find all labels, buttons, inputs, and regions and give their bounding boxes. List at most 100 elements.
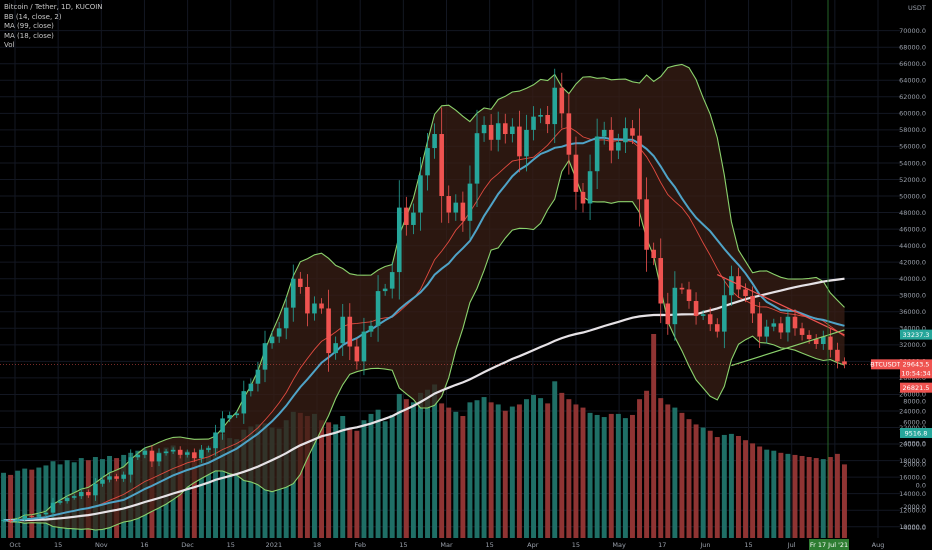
currency-label: USDT — [908, 4, 926, 12]
candle-body — [651, 249, 656, 259]
candle-body — [757, 313, 762, 337]
volume-bar — [432, 384, 438, 538]
date-badge: Fr 17 Jul '21 — [809, 539, 849, 550]
candle-body — [361, 331, 367, 362]
time-tick-label: Jun — [699, 541, 710, 549]
candle-body — [93, 483, 98, 496]
legend-ma18[interactable]: MA (18, close) — [4, 31, 54, 40]
candle-body — [333, 343, 338, 354]
candle-body — [149, 450, 155, 462]
volume-bar — [361, 420, 367, 538]
volume-bar — [735, 435, 741, 538]
candle-body — [799, 328, 805, 335]
volume-bar — [573, 404, 579, 538]
time-tick-label: 2021 — [266, 541, 283, 549]
volume-bar — [311, 413, 317, 538]
price-tick-label: 56000.0 — [899, 143, 926, 151]
volume-bar — [453, 411, 459, 538]
legend-symbol[interactable]: Bitcoin / Tether, 1D, KUCOIN — [4, 3, 103, 11]
price-tick-label: 50000.0 — [899, 192, 926, 200]
time-tick-label: May — [612, 541, 626, 549]
candle-body — [842, 361, 847, 365]
price-tick-label: 34000.0 — [899, 325, 926, 333]
candle-body — [64, 497, 70, 502]
candle-body — [248, 383, 254, 392]
time-tick-label: Oct — [9, 541, 21, 549]
price-badge — [900, 368, 932, 379]
volume-bar — [799, 455, 805, 538]
volume-bar — [841, 464, 847, 538]
volume-bar — [686, 419, 692, 538]
candle-body — [601, 129, 607, 137]
candle-body — [269, 336, 275, 344]
candle-body — [644, 199, 649, 250]
candle-body — [78, 492, 84, 497]
candle-body — [128, 457, 134, 475]
volume-bar — [707, 430, 713, 538]
time-tick-label: 17 — [658, 541, 666, 549]
volume-bar — [665, 404, 671, 538]
volume-bar — [552, 381, 558, 538]
candle-body — [234, 413, 240, 416]
price-badge — [900, 329, 932, 340]
volume-bar — [389, 414, 395, 538]
price-badge-text: 10:54:34 — [901, 370, 930, 378]
candle-body — [425, 148, 430, 176]
moving-averages — [3, 136, 845, 522]
time-tick-label: Feb — [354, 541, 366, 549]
candle-body — [693, 301, 699, 316]
candle-body — [396, 207, 402, 273]
volume-bar — [467, 402, 473, 538]
time-tick-label: Mar — [440, 541, 453, 549]
volume-bar — [587, 412, 593, 538]
legend-volume[interactable]: Vol — [4, 41, 15, 49]
volume-bar — [184, 450, 190, 538]
price-badge-text: 33237.3 — [903, 331, 930, 339]
candle-body — [22, 515, 28, 520]
candle-body — [813, 339, 819, 345]
volume-bar — [629, 414, 635, 538]
candle-body — [488, 124, 494, 140]
price-badge — [900, 359, 932, 370]
candle-body — [495, 123, 501, 140]
time-tick-label: 15 — [227, 541, 235, 549]
legend-ma99[interactable]: MA (99, close) — [4, 22, 54, 30]
candle-body — [135, 454, 141, 458]
candle-body — [389, 272, 395, 289]
price-tick-label: 22000.0 — [899, 424, 926, 432]
volume-bar — [792, 454, 798, 538]
price-tick-label: 38000.0 — [899, 292, 926, 300]
candle-body — [722, 295, 727, 332]
volume-tick-label: 6000.0 — [903, 419, 926, 427]
candle-body — [368, 325, 374, 332]
candlesticks — [1, 68, 847, 524]
volume-bar — [234, 439, 240, 538]
volume-bar — [495, 404, 501, 538]
price-axis-panel[interactable] — [900, 0, 932, 538]
volume-bar — [622, 418, 628, 538]
volume-bar — [644, 390, 650, 538]
bollinger-lower — [3, 159, 845, 531]
volume-bar — [446, 407, 452, 538]
candle-body — [630, 128, 635, 136]
candle-body — [184, 452, 190, 455]
candle-body — [50, 502, 56, 513]
candle-body — [142, 450, 148, 455]
chart-legend: Bitcoin / Tether, 1D, KUCOIN BB (14, clo… — [4, 3, 103, 51]
price-badge — [900, 382, 932, 393]
volume-bar — [22, 468, 28, 538]
volume-tick-label: 4000.0 — [903, 440, 926, 448]
candle-body — [750, 296, 755, 314]
volume-bar — [43, 465, 49, 538]
candle-body — [86, 492, 91, 496]
price-tick-label: 42000.0 — [899, 258, 926, 266]
legend-bollinger[interactable]: BB (14, close, 2) — [4, 12, 62, 21]
volume-badge — [900, 428, 932, 438]
candle-body — [792, 316, 798, 329]
price-tick-label: 64000.0 — [899, 77, 926, 85]
candle-body — [206, 448, 211, 450]
candle-body — [552, 87, 558, 125]
volume-bar — [297, 412, 303, 538]
candle-body — [418, 175, 423, 213]
